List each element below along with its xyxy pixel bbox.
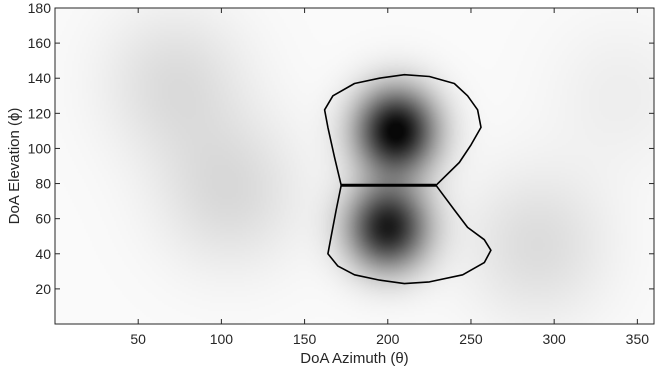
y-tick-label: 160 — [28, 35, 52, 51]
y-tick-label: 80 — [35, 176, 51, 192]
region-outline-1 — [323, 73, 482, 187]
y-tick-label: 140 — [28, 70, 52, 86]
y-tick-label: 120 — [28, 105, 52, 121]
x-tick-label: 50 — [130, 331, 146, 347]
x-tick-label: 100 — [210, 331, 234, 347]
region-outlines — [323, 73, 492, 285]
y-tick-label: 60 — [35, 211, 51, 227]
region-outline-2 — [327, 184, 492, 285]
y-axis-label: DoA Elevation (ϕ) — [6, 108, 23, 225]
y-tick-label: 180 — [28, 0, 52, 16]
x-tick-label: 200 — [376, 331, 400, 347]
plot-border — [54, 7, 655, 325]
heatmap — [55, 8, 654, 324]
y-tick-label: 40 — [35, 246, 51, 262]
y-axis: 20 40 60 80 100 120 140 160 180 — [28, 0, 654, 297]
x-axis-label: DoA Azimuth (θ) — [300, 350, 408, 367]
x-tick-label: 250 — [459, 331, 483, 347]
y-tick-label: 20 — [35, 281, 51, 297]
y-tick-label: 100 — [28, 140, 52, 156]
x-tick-label: 350 — [626, 331, 650, 347]
x-axis: 50 100 150 200 250 300 350 — [130, 8, 649, 347]
x-tick-label: 300 — [542, 331, 566, 347]
x-tick-label: 150 — [293, 331, 317, 347]
